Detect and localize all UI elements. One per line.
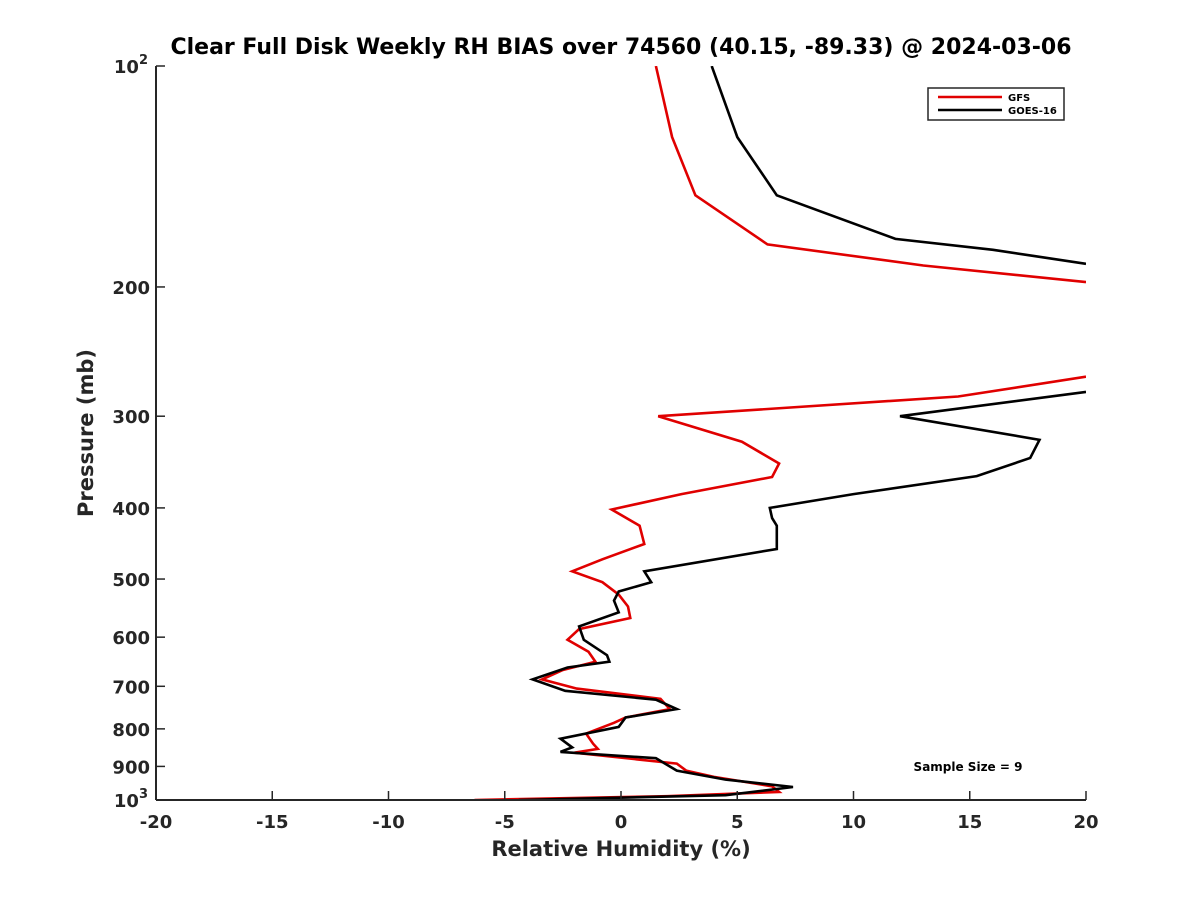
legend-label-gfs: GFS (1008, 93, 1030, 104)
y-tick-label: 900 (112, 757, 150, 778)
sample-size-annotation: Sample Size = 9 (914, 760, 1023, 774)
series-goes16-line-2 (518, 390, 1086, 800)
x-ticks: -20 -15 -10 -5 0 5 10 15 20 (140, 791, 1099, 833)
series-goes16-line-1 (710, 66, 1086, 266)
y-tick-label: 102 (114, 53, 148, 78)
chart-title: Clear Full Disk Weekly RH BIAS over 7456… (170, 35, 1071, 60)
x-tick-label: 5 (731, 812, 744, 833)
y-tick-label: 600 (112, 628, 150, 649)
y-tick-label: 400 (112, 499, 150, 520)
x-tick-label: -20 (140, 812, 173, 833)
x-tick-label: -10 (372, 812, 405, 833)
legend-box (927, 87, 1065, 121)
x-tick-label: 15 (957, 812, 982, 833)
y-tick-label: 200 (112, 278, 150, 299)
y-tick-label: 800 (112, 720, 150, 741)
y-tick-label: 700 (112, 677, 150, 698)
series-gfs-line-1 (654, 66, 1086, 284)
x-tick-label: 10 (841, 812, 866, 833)
y-tick-label: 300 (112, 407, 150, 428)
x-tick-label: 20 (1073, 812, 1098, 833)
y-tick-label: 500 (112, 570, 150, 591)
x-tick-label: 0 (615, 812, 628, 833)
legend: GFS GOES-16 (927, 87, 1065, 121)
series-layer (474, 66, 1086, 800)
y-tick-label: 103 (114, 787, 148, 812)
y-ticks: 102 200 300 400 500 600 700 800 900 103 (112, 53, 165, 812)
y-axis-label: Pressure (mb) (74, 349, 98, 517)
x-axis-label: Relative Humidity (%) (491, 837, 750, 861)
x-tick-label: -5 (495, 812, 515, 833)
x-tick-label: -15 (256, 812, 289, 833)
legend-label-goes16: GOES-16 (1008, 106, 1057, 117)
